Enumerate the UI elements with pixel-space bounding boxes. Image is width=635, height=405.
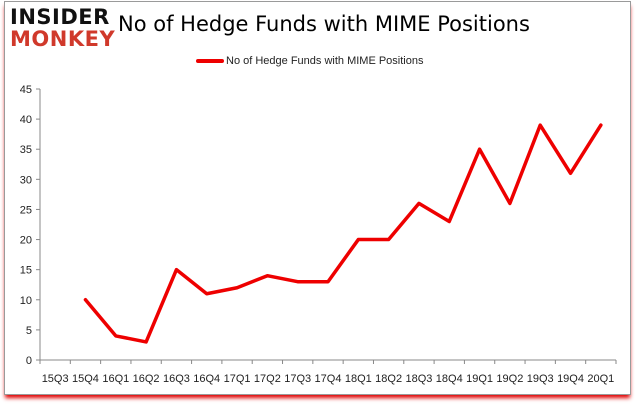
x-tick-label: 19Q3 — [527, 373, 554, 385]
logo-line2: MONKEY — [10, 27, 116, 51]
x-tick-label: 15Q3 — [42, 373, 69, 385]
x-tick-label: 17Q2 — [254, 373, 281, 385]
x-tick-label: 15Q4 — [72, 373, 99, 385]
series-line — [83, 123, 603, 344]
x-tick-label: 18Q3 — [405, 373, 432, 385]
x-tick-label: 18Q4 — [436, 373, 463, 385]
x-tick-label: 17Q4 — [315, 373, 342, 385]
y-tick-label: 25 — [20, 204, 32, 216]
y-tick-label: 15 — [20, 265, 32, 277]
x-tick-label: 16Q1 — [102, 373, 129, 385]
y-tick-label: 45 — [20, 84, 32, 96]
y-tick-label: 20 — [20, 235, 32, 247]
logo-line1: INSIDER — [10, 5, 110, 29]
legend-label: No of Hedge Funds with MIME Positions — [226, 55, 424, 67]
y-tick-label: 30 — [20, 174, 32, 186]
x-tick-label: 16Q3 — [163, 373, 190, 385]
y-tick-label: 40 — [20, 114, 32, 126]
y-tick-label: 0 — [26, 355, 32, 367]
x-tick-label: 18Q1 — [345, 373, 372, 385]
x-tick-label: 19Q4 — [557, 373, 584, 385]
legend: No of Hedge Funds with MIME Positions — [196, 55, 423, 67]
legend-swatch — [196, 59, 224, 63]
insider-monkey-logo: INSIDER MONKEY — [10, 6, 115, 50]
y-tick-label: 35 — [20, 144, 32, 156]
x-tick-label: 20Q1 — [587, 373, 614, 385]
x-tick-label: 16Q2 — [133, 373, 160, 385]
y-tick-label: 5 — [26, 325, 32, 337]
x-tick-label: 17Q1 — [224, 373, 251, 385]
x-tick-label: 19Q1 — [466, 373, 493, 385]
y-tick-label: 10 — [20, 295, 32, 307]
x-tick-label: 19Q2 — [496, 373, 523, 385]
x-tick-label: 16Q4 — [193, 373, 220, 385]
x-tick-label: 17Q3 — [284, 373, 311, 385]
x-tick-label: 18Q2 — [375, 373, 402, 385]
chart-title: No of Hedge Funds with MIME Positions — [118, 12, 530, 36]
